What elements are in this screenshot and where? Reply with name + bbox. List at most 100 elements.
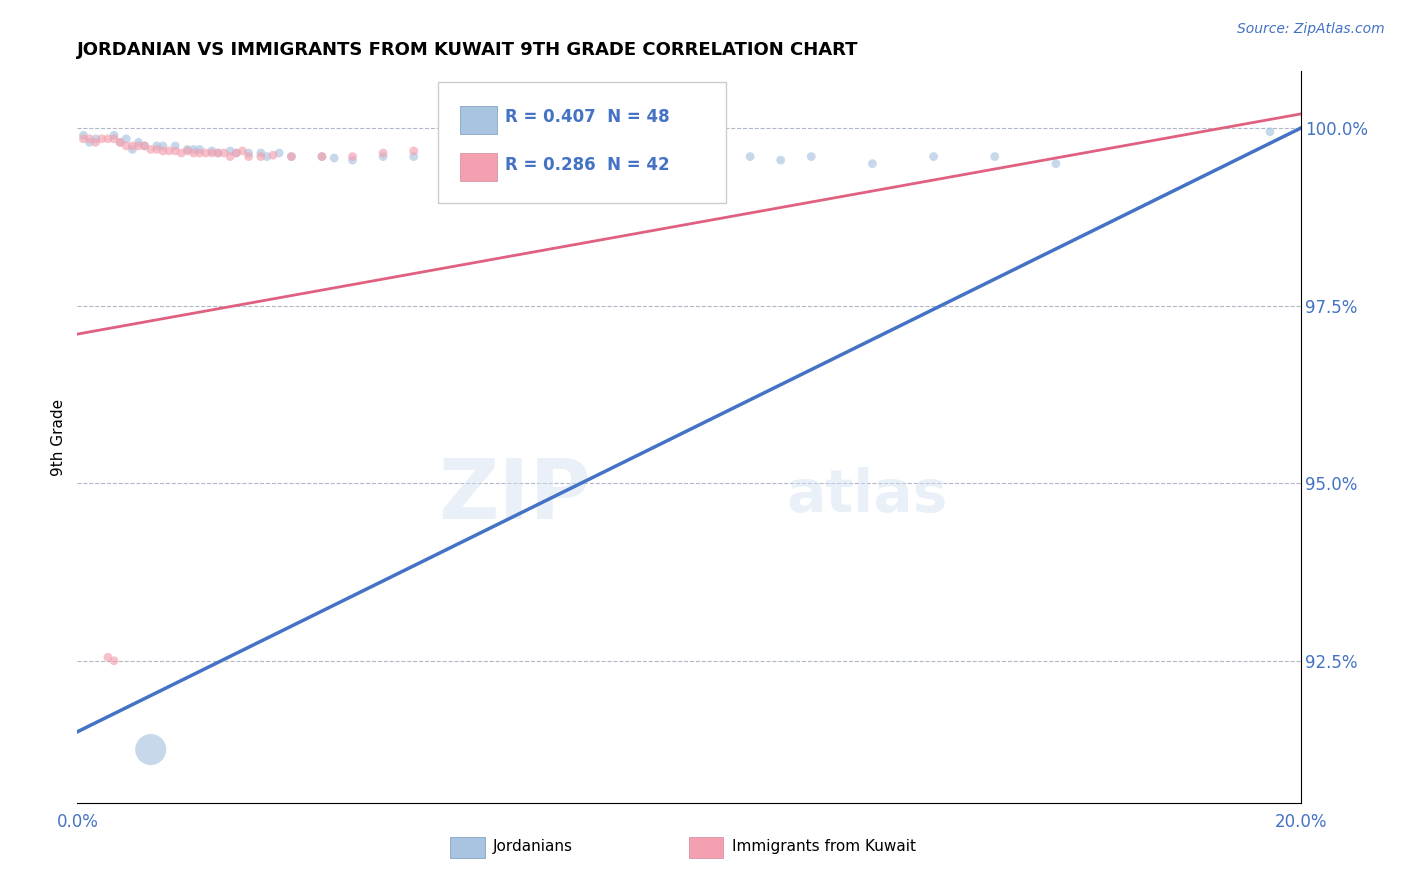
Point: [256, 150, 278, 164]
Point: [740, 150, 762, 164]
Text: R = 0.286  N = 42: R = 0.286 N = 42: [506, 156, 671, 174]
Point: [984, 150, 1007, 164]
FancyBboxPatch shape: [460, 153, 496, 181]
Point: [72, 128, 94, 143]
Point: [922, 150, 945, 164]
Text: atlas: atlas: [787, 467, 948, 524]
Point: [433, 143, 456, 157]
Text: Jordanians: Jordanians: [494, 839, 574, 855]
Text: R = 0.407  N = 48: R = 0.407 N = 48: [506, 109, 671, 127]
Point: [506, 143, 529, 157]
Point: [371, 146, 394, 161]
Point: [269, 146, 291, 161]
Point: [1045, 156, 1067, 170]
Point: [862, 156, 884, 170]
Point: [115, 132, 138, 146]
Point: [207, 146, 229, 161]
Point: [402, 144, 425, 158]
Point: [201, 146, 224, 161]
Point: [464, 139, 486, 153]
Point: [72, 132, 94, 146]
Point: [84, 136, 107, 150]
Point: [219, 144, 242, 158]
Point: [225, 146, 247, 161]
Point: [79, 132, 101, 146]
Point: [103, 132, 125, 146]
Point: [1258, 125, 1281, 139]
Point: [647, 156, 669, 170]
Point: [84, 132, 107, 146]
FancyBboxPatch shape: [450, 838, 485, 858]
Point: [617, 174, 640, 188]
Point: [219, 150, 242, 164]
Point: [127, 136, 149, 150]
Point: [176, 143, 198, 157]
Point: [280, 150, 302, 164]
Point: [495, 150, 517, 164]
Text: Immigrants from Kuwait: Immigrants from Kuwait: [731, 839, 915, 855]
Point: [139, 143, 162, 157]
Point: [176, 144, 198, 158]
Point: [495, 144, 517, 158]
Point: [121, 139, 143, 153]
Point: [250, 150, 273, 164]
Point: [97, 132, 120, 146]
Point: [188, 143, 211, 157]
Point: [555, 150, 578, 164]
Point: [188, 146, 211, 161]
Point: [90, 132, 112, 146]
Point: [586, 146, 609, 161]
Point: [225, 146, 247, 161]
Point: [108, 136, 131, 150]
Point: [342, 153, 364, 168]
Point: [555, 146, 578, 161]
Point: [183, 146, 205, 161]
Point: [207, 146, 229, 161]
Point: [617, 146, 640, 161]
Point: [165, 139, 187, 153]
Point: [433, 146, 456, 161]
Point: [115, 139, 138, 153]
Point: [524, 146, 547, 161]
Point: [371, 150, 394, 164]
Point: [464, 146, 486, 161]
Point: [311, 150, 333, 164]
Point: [342, 150, 364, 164]
Point: [183, 143, 205, 157]
Point: [152, 144, 174, 158]
Point: [262, 148, 284, 162]
Point: [194, 146, 217, 161]
Y-axis label: 9th Grade: 9th Grade: [51, 399, 66, 475]
Point: [152, 139, 174, 153]
Text: Source: ZipAtlas.com: Source: ZipAtlas.com: [1237, 22, 1385, 37]
Point: [323, 151, 346, 165]
Point: [139, 742, 162, 756]
Point: [146, 139, 169, 153]
Text: ZIP: ZIP: [439, 455, 591, 536]
Point: [134, 139, 156, 153]
FancyBboxPatch shape: [439, 82, 725, 203]
FancyBboxPatch shape: [689, 838, 723, 858]
Point: [165, 144, 187, 158]
Point: [146, 143, 169, 157]
Point: [121, 143, 143, 157]
Point: [250, 146, 273, 161]
Point: [134, 139, 156, 153]
FancyBboxPatch shape: [460, 106, 496, 134]
Point: [157, 144, 180, 158]
Point: [201, 144, 224, 158]
Point: [231, 144, 253, 158]
Point: [311, 150, 333, 164]
Point: [678, 153, 700, 168]
Point: [800, 150, 823, 164]
Point: [402, 150, 425, 164]
Point: [238, 146, 260, 161]
Point: [280, 150, 302, 164]
Point: [238, 150, 260, 164]
Point: [97, 650, 120, 665]
Point: [108, 136, 131, 150]
Point: [103, 654, 125, 668]
Point: [127, 139, 149, 153]
Point: [103, 128, 125, 143]
Point: [79, 136, 101, 150]
